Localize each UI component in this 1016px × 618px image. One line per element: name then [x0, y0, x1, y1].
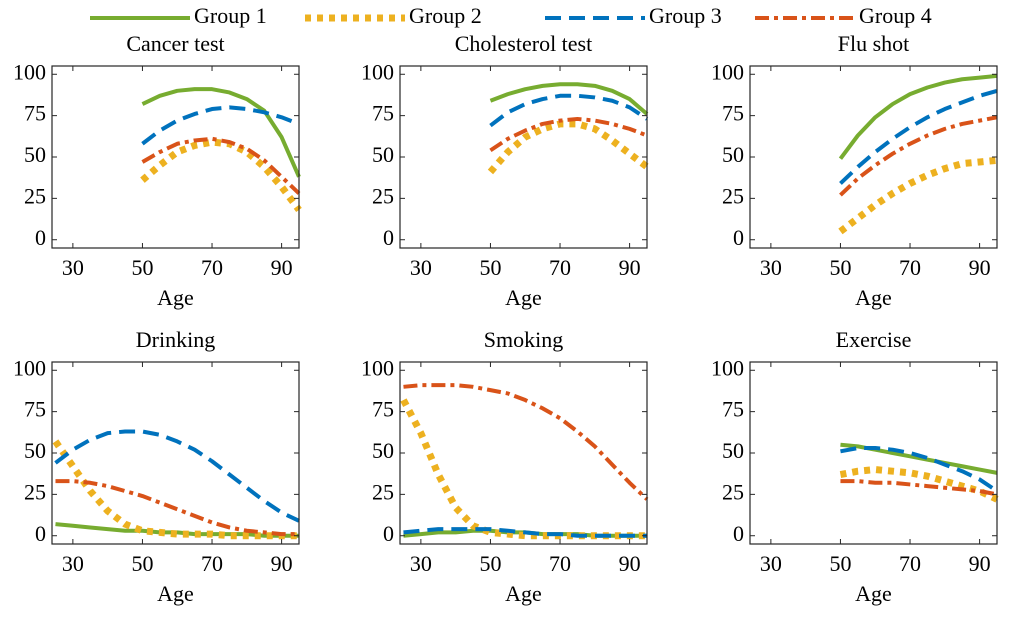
legend-label: Group 2	[409, 3, 482, 28]
series-line	[838, 73, 998, 160]
y-tick-label: 75	[372, 101, 394, 126]
x-axis-label: Age	[505, 581, 542, 606]
x-axis-label: Age	[855, 581, 892, 606]
y-tick-label: 50	[722, 438, 744, 463]
x-tick-label: 70	[201, 255, 223, 280]
y-tick-label: 25	[722, 183, 744, 208]
series-line	[55, 522, 299, 538]
chart-title: Smoking	[484, 327, 563, 352]
series-line	[140, 138, 302, 213]
x-tick-label: 30	[62, 255, 84, 280]
y-tick-label: 25	[372, 479, 394, 504]
x-tick-label: 70	[549, 255, 571, 280]
chart-title: Exercise	[836, 327, 912, 352]
x-tick-label: 30	[760, 551, 782, 576]
series-line	[141, 105, 300, 146]
y-tick-label: 0	[733, 521, 744, 546]
x-tick-label: 90	[271, 255, 293, 280]
legend-label: Group 1	[194, 3, 267, 28]
series-line	[840, 479, 998, 497]
series-line	[400, 398, 647, 540]
y-tick-label: 0	[35, 225, 46, 250]
series-line	[489, 82, 649, 116]
x-tick-label: 50	[131, 255, 153, 280]
x-tick-label: 70	[549, 551, 571, 576]
x-tick-label: 70	[899, 551, 921, 576]
y-tick-label: 50	[722, 142, 744, 167]
series-line	[403, 527, 647, 538]
y-tick-label: 50	[24, 438, 46, 463]
x-tick-label: 70	[899, 255, 921, 280]
x-tick-label: 30	[410, 551, 432, 576]
x-tick-label: 90	[271, 551, 293, 576]
x-tick-label: 50	[829, 551, 851, 576]
axes-frame	[399, 65, 648, 249]
y-tick-label: 100	[361, 59, 394, 84]
series-line	[52, 439, 299, 540]
chart-title: Cancer test	[126, 31, 224, 56]
x-tick-label: 50	[479, 551, 501, 576]
y-tick-label: 100	[13, 355, 46, 380]
y-tick-label: 50	[372, 438, 394, 463]
y-tick-label: 100	[13, 59, 46, 84]
x-axis-label: Age	[505, 285, 542, 310]
x-axis-label: Age	[855, 285, 892, 310]
series-line	[838, 156, 998, 235]
x-tick-label: 50	[829, 255, 851, 280]
x-tick-label: 90	[619, 255, 641, 280]
series-line	[839, 115, 998, 197]
chart-title: Cholesterol test	[455, 31, 592, 56]
axes-frame	[749, 65, 998, 249]
y-tick-label: 75	[722, 397, 744, 422]
legend-label: Group 3	[649, 3, 722, 28]
y-tick-label: 75	[24, 397, 46, 422]
x-tick-label: 90	[619, 551, 641, 576]
chart-title: Drinking	[136, 327, 215, 352]
y-tick-label: 0	[733, 225, 744, 250]
y-tick-label: 100	[711, 59, 744, 84]
x-tick-label: 90	[969, 551, 991, 576]
y-tick-label: 25	[372, 183, 394, 208]
axes-frame	[749, 361, 998, 545]
axes-frame	[399, 361, 648, 545]
x-axis-label: Age	[157, 285, 194, 310]
series-line	[489, 93, 649, 128]
x-tick-label: 50	[131, 551, 153, 576]
x-tick-label: 50	[479, 255, 501, 280]
x-axis-label: Age	[157, 581, 194, 606]
x-tick-label: 30	[760, 255, 782, 280]
chart-title: Flu shot	[838, 31, 910, 56]
y-tick-label: 100	[361, 355, 394, 380]
y-tick-label: 50	[24, 142, 46, 167]
y-tick-label: 50	[372, 142, 394, 167]
series-line	[840, 446, 999, 493]
y-tick-label: 75	[24, 101, 46, 126]
y-tick-label: 75	[372, 397, 394, 422]
series-line	[55, 479, 299, 537]
y-tick-label: 75	[722, 101, 744, 126]
series-line	[839, 466, 999, 503]
x-tick-label: 30	[62, 551, 84, 576]
x-tick-label: 70	[201, 551, 223, 576]
x-tick-label: 90	[969, 255, 991, 280]
series-line	[487, 120, 650, 175]
y-tick-label: 25	[24, 183, 46, 208]
series-line	[141, 87, 301, 178]
y-tick-label: 0	[383, 225, 394, 250]
series-line	[403, 383, 649, 501]
y-tick-label: 25	[24, 479, 46, 504]
series-line	[489, 116, 648, 153]
series-line	[839, 88, 998, 185]
axes-frame	[51, 361, 300, 545]
legend-label: Group 4	[859, 3, 932, 28]
series-line	[141, 136, 301, 195]
series-line	[54, 429, 300, 523]
y-tick-label: 0	[35, 521, 46, 546]
y-tick-label: 25	[722, 479, 744, 504]
y-tick-label: 0	[383, 521, 394, 546]
y-tick-label: 100	[711, 355, 744, 380]
x-tick-label: 30	[410, 255, 432, 280]
